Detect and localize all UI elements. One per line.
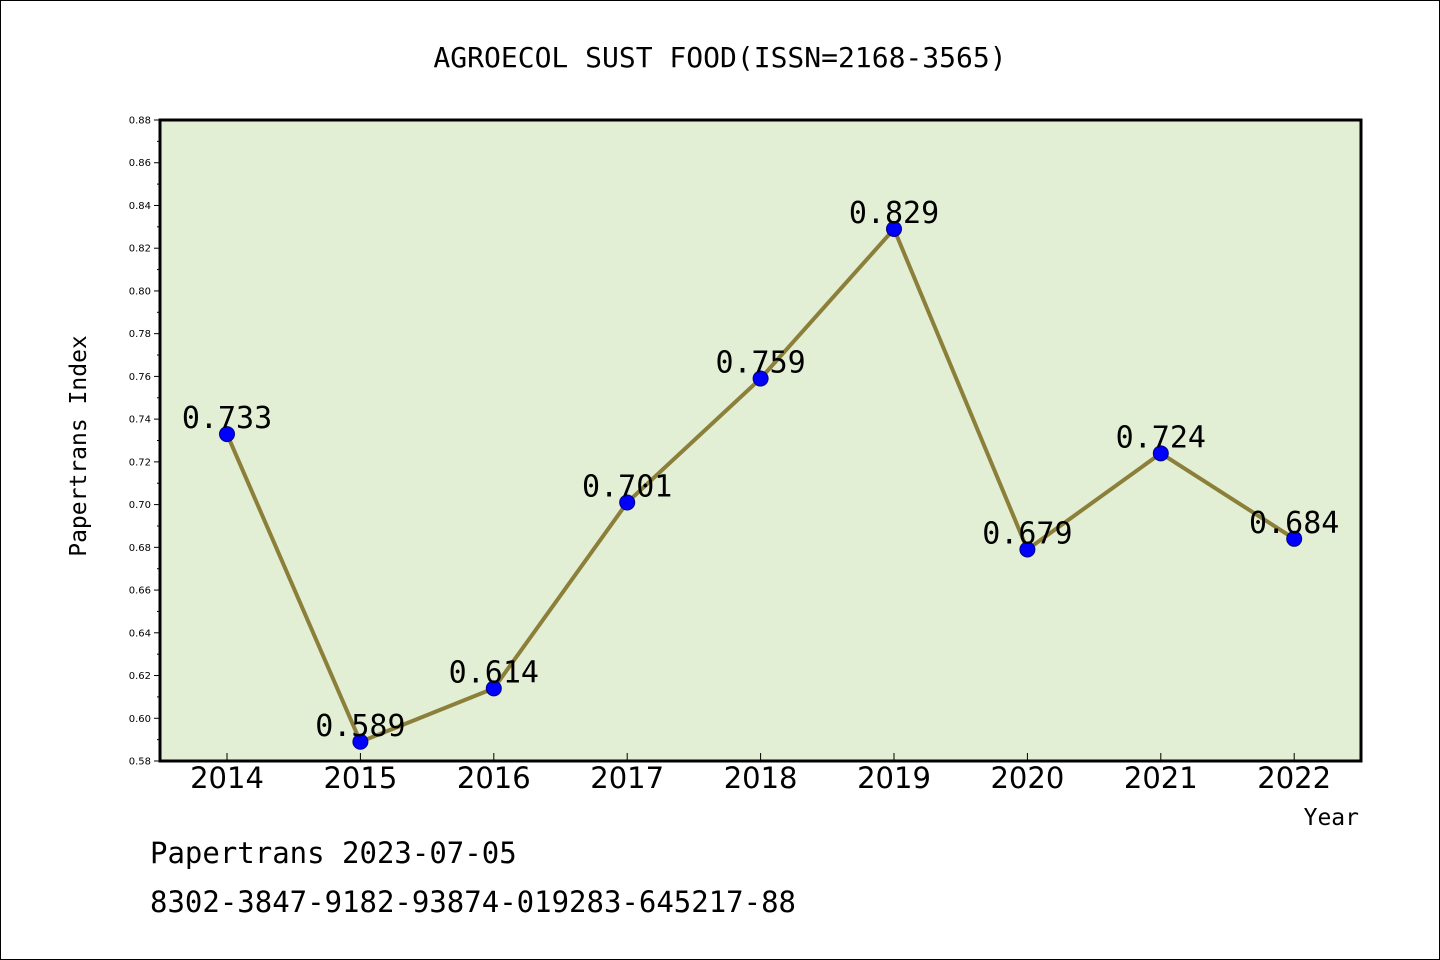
data-label: 0.759 [715,346,805,381]
data-point [485,680,502,697]
x-tick-label: 2021 [1124,761,1198,795]
data-label: 0.589 [315,709,405,744]
data-label: 0.684 [1249,506,1339,541]
y-tick-label: 0.74 [129,415,151,426]
chart-title: AGROECOL SUST FOOD(ISSN=2168-3565) [433,41,1006,74]
data-label: 0.614 [449,655,539,690]
data-point [1152,445,1169,462]
y-tick-label: 0.68 [129,543,151,554]
data-label: 0.701 [582,469,672,504]
y-tick-label: 0.80 [129,286,151,297]
x-tick-label: 2014 [190,761,264,795]
x-tick-label: 2018 [724,761,798,795]
y-tick-label: 0.66 [129,586,151,597]
data-point [752,370,769,387]
data-label: 0.679 [982,516,1072,551]
data-label: 0.829 [849,196,939,231]
y-axis-label: Papertrans Index [66,335,92,557]
footer-code: 8302-3847-9182-93874-019283-645217-88 [150,885,797,919]
x-tick-label: 2019 [857,761,931,795]
x-tick-label: 2017 [590,761,664,795]
y-tick-label: 0.86 [129,158,151,169]
x-tick-label: 2020 [990,761,1064,795]
x-axis-label: Year [1304,805,1359,831]
data-point [219,426,235,443]
y-tick-label: 0.78 [129,329,151,340]
data-point [1286,530,1303,547]
data-label: 0.733 [182,401,272,436]
y-tick-label: 0.72 [129,457,151,468]
y-axis: 0.58 0.60 0.62 0.64 0.66 0.68 0.70 0.72 0.74 0.76… [129,116,160,768]
y-tick-label: 0.88 [129,116,151,127]
data-point [619,494,636,511]
data-markers [219,220,1303,750]
y-tick-label: 0.64 [129,628,151,639]
x-tick-label: 2015 [323,761,397,795]
x-tick-label: 2022 [1257,761,1331,795]
y-tick-label: 0.82 [129,244,151,255]
data-point [886,220,902,237]
data-label: 0.724 [1116,420,1206,455]
data-labels: 0.733 0.589 0.614 0.701 0.759 0.829 0.679 0.724… [182,196,1340,744]
y-tick-label: 0.70 [129,500,151,511]
x-tick-label: 2016 [457,761,531,795]
data-point [1019,541,1036,558]
y-tick-label: 0.60 [129,714,151,725]
plot-area [158,118,1363,763]
y-tick-label: 0.58 [129,757,151,768]
data-point [352,733,369,750]
y-tick-label: 0.76 [129,372,151,383]
y-tick-label: 0.84 [129,201,151,212]
y-tick-label: 0.62 [129,671,151,682]
footer-date: Papertrans 2023-07-05 [150,836,517,870]
x-axis: 2014 2015 2016 2017 2018 2019 2020 2021 2022 [190,753,1331,795]
